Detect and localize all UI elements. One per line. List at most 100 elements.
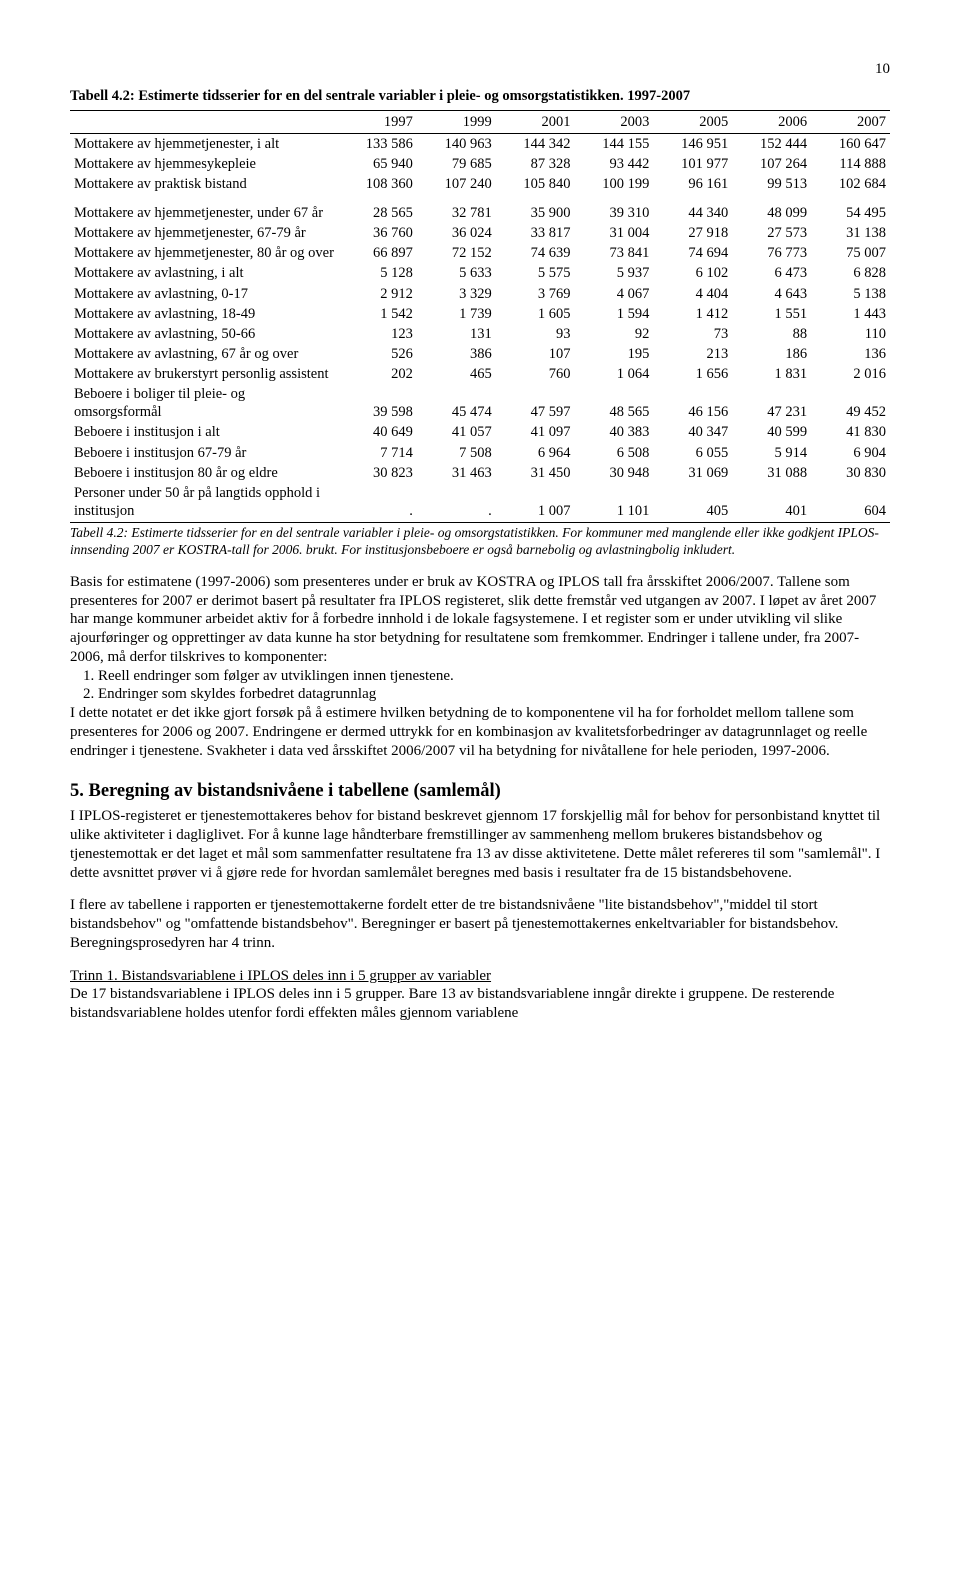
cell-value: 1 831 [732,364,811,384]
cell-value: 30 830 [811,463,890,483]
cell-value: 7 508 [417,443,496,463]
cell-value: 105 840 [496,174,575,194]
cell-value: 88 [732,324,811,344]
header-year: 2001 [496,110,575,133]
paragraph: I dette notatet er det ikke gjort forsøk… [70,704,890,760]
table-row: Mottakere av avlastning, 50-661231319392… [70,324,890,344]
cell-value: 39 310 [575,194,654,223]
table-row: Mottakere av hjemmetjenester, i alt133 5… [70,133,890,154]
cell-value: 114 888 [811,154,890,174]
cell-value: 40 383 [575,422,654,442]
table-row: Beboere i boliger til pleie- og omsorgsf… [70,384,890,422]
table-row: Beboere i institusjon 80 år og eldre30 8… [70,463,890,483]
cell-value: 107 [496,344,575,364]
cell-value: 73 [653,324,732,344]
header-year: 1997 [338,110,417,133]
cell-value: 35 900 [496,194,575,223]
cell-value: 54 495 [811,194,890,223]
cell-value: 6 828 [811,263,890,283]
cell-value: 36 760 [338,223,417,243]
cell-value: 144 342 [496,133,575,154]
cell-value: 93 442 [575,154,654,174]
cell-value: 47 597 [496,384,575,422]
table-row: Mottakere av hjemmetjenester, 67-79 år36… [70,223,890,243]
cell-value: . [417,483,496,523]
cell-value: 96 161 [653,174,732,194]
cell-value: 6 473 [732,263,811,283]
cell-value: 133 586 [338,133,417,154]
underlined-title: Trinn 1. Bistandsvariablene i IPLOS dele… [70,968,491,984]
cell-value: 72 152 [417,243,496,263]
cell-value: 107 264 [732,154,811,174]
cell-value: 760 [496,364,575,384]
cell-value: 6 904 [811,443,890,463]
cell-value: 1 064 [575,364,654,384]
cell-value: 30 823 [338,463,417,483]
cell-value: 75 007 [811,243,890,263]
cell-value: 1 443 [811,304,890,324]
cell-value: 46 156 [653,384,732,422]
cell-value: 186 [732,344,811,364]
paragraph: I IPLOS-registeret er tjenestemottakeres… [70,807,890,882]
cell-value: 3 329 [417,284,496,304]
cell-value: 5 138 [811,284,890,304]
ordered-list: Reell endringer som følger av utviklinge… [70,667,890,705]
cell-value: 6 508 [575,443,654,463]
cell-value: 604 [811,483,890,523]
cell-value: 5 937 [575,263,654,283]
cell-value: 66 897 [338,243,417,263]
cell-value: 5 633 [417,263,496,283]
list-item: Endringer som skyldes forbedret datagrun… [98,685,890,704]
table-title: Tabell 4.2: Estimerte tidsserier for en … [70,87,890,106]
cell-value: 3 769 [496,284,575,304]
cell-value: 6 964 [496,443,575,463]
cell-value: 140 963 [417,133,496,154]
section-heading: 5. Beregning av bistandsnivåene i tabell… [70,780,890,803]
cell-value: 101 977 [653,154,732,174]
paragraph: Basis for estimatene (1997-2006) som pre… [70,573,890,667]
cell-value: 386 [417,344,496,364]
row-label: Mottakere av hjemmetjenester, 67-79 år [70,223,338,243]
cell-value: . [338,483,417,523]
cell-value: 28 565 [338,194,417,223]
table-row: Beboere i institusjon 67-79 år7 7147 508… [70,443,890,463]
cell-value: 87 328 [496,154,575,174]
header-year: 2003 [575,110,654,133]
table-row: Mottakere av brukerstyrt personlig assis… [70,364,890,384]
cell-value: 405 [653,483,732,523]
row-label: Beboere i institusjon 67-79 år [70,443,338,463]
cell-value: 123 [338,324,417,344]
table-caption: Tabell 4.2: Estimerte tidsserier for en … [70,525,890,559]
cell-value: 1 412 [653,304,732,324]
cell-value: 7 714 [338,443,417,463]
cell-value: 152 444 [732,133,811,154]
table-row: Mottakere av avlastning, 18-491 5421 739… [70,304,890,324]
cell-value: 44 340 [653,194,732,223]
table-row: Mottakere av hjemmetjenester, under 67 å… [70,194,890,223]
table-row: Mottakere av avlastning, i alt5 1285 633… [70,263,890,283]
cell-value: 1 605 [496,304,575,324]
row-label: Mottakere av avlastning, 67 år og over [70,344,338,364]
cell-value: 36 024 [417,223,496,243]
cell-value: 31 088 [732,463,811,483]
row-label: Mottakere av avlastning, i alt [70,263,338,283]
cell-value: 33 817 [496,223,575,243]
cell-value: 110 [811,324,890,344]
page-number: 10 [70,60,890,79]
cell-value: 40 649 [338,422,417,442]
cell-value: 144 155 [575,133,654,154]
cell-value: 48 099 [732,194,811,223]
cell-value: 31 463 [417,463,496,483]
cell-value: 31 138 [811,223,890,243]
row-label: Mottakere av hjemmetjenester, 80 år og o… [70,243,338,263]
table-row: Mottakere av hjemmesykepleie65 94079 685… [70,154,890,174]
cell-value: 65 940 [338,154,417,174]
cell-value: 47 231 [732,384,811,422]
cell-value: 4 643 [732,284,811,304]
cell-value: 107 240 [417,174,496,194]
cell-value: 195 [575,344,654,364]
cell-value: 73 841 [575,243,654,263]
row-label: Mottakere av brukerstyrt personlig assis… [70,364,338,384]
header-year: 1999 [417,110,496,133]
cell-value: 27 918 [653,223,732,243]
